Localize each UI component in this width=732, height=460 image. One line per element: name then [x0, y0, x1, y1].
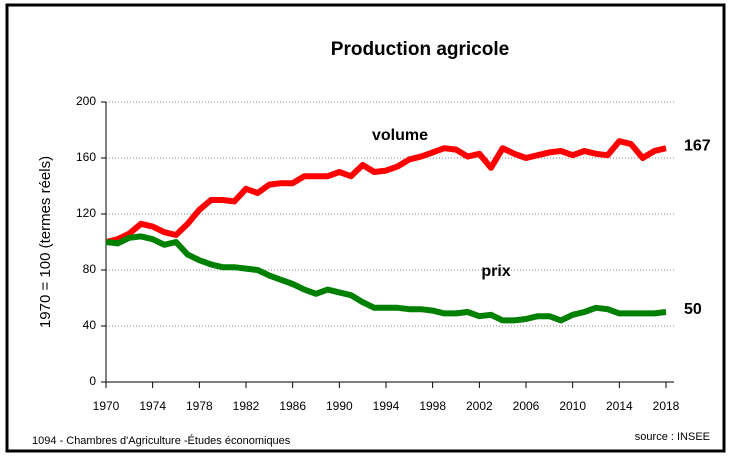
x-tick-label: 1978 — [186, 399, 213, 413]
x-tick-label: 2002 — [466, 399, 493, 413]
y-tick-label: 200 — [76, 94, 96, 108]
footer-right: source : INSEE — [635, 431, 710, 443]
x-tick-label: 2006 — [513, 399, 540, 413]
y-tick-label: 160 — [76, 150, 96, 164]
end-value-label: 50 — [684, 301, 702, 318]
y-tick-label: 40 — [83, 318, 97, 332]
x-tick-label: 1970 — [93, 399, 120, 413]
chart-title: Production agricole — [331, 39, 509, 60]
end-value-label: 167 — [684, 137, 711, 154]
x-tick-label: 1998 — [419, 399, 446, 413]
series-label: volume — [372, 127, 428, 144]
frame — [5, 3, 726, 453]
series-label: prix — [481, 263, 510, 280]
footer-left: 1094 - Chambres d'Agriculture -Études éc… — [32, 434, 291, 447]
x-tick-label: 2018 — [653, 399, 680, 413]
y-tick-label: 0 — [89, 374, 96, 388]
x-tick-label: 1974 — [139, 399, 166, 413]
y-tick-label: 120 — [76, 206, 96, 220]
y-axis-label: 1970 = 100 (termes réels) — [37, 156, 54, 328]
x-tick-label: 2010 — [559, 399, 586, 413]
x-tick-label: 1994 — [373, 399, 400, 413]
x-tick-label: 2014 — [606, 399, 633, 413]
x-tick-label: 1990 — [326, 399, 353, 413]
x-tick-label: 1986 — [279, 399, 306, 413]
series-line — [105, 233, 667, 324]
x-tick-label: 1982 — [233, 399, 260, 413]
series-line — [105, 138, 667, 245]
y-tick-label: 80 — [83, 262, 97, 276]
